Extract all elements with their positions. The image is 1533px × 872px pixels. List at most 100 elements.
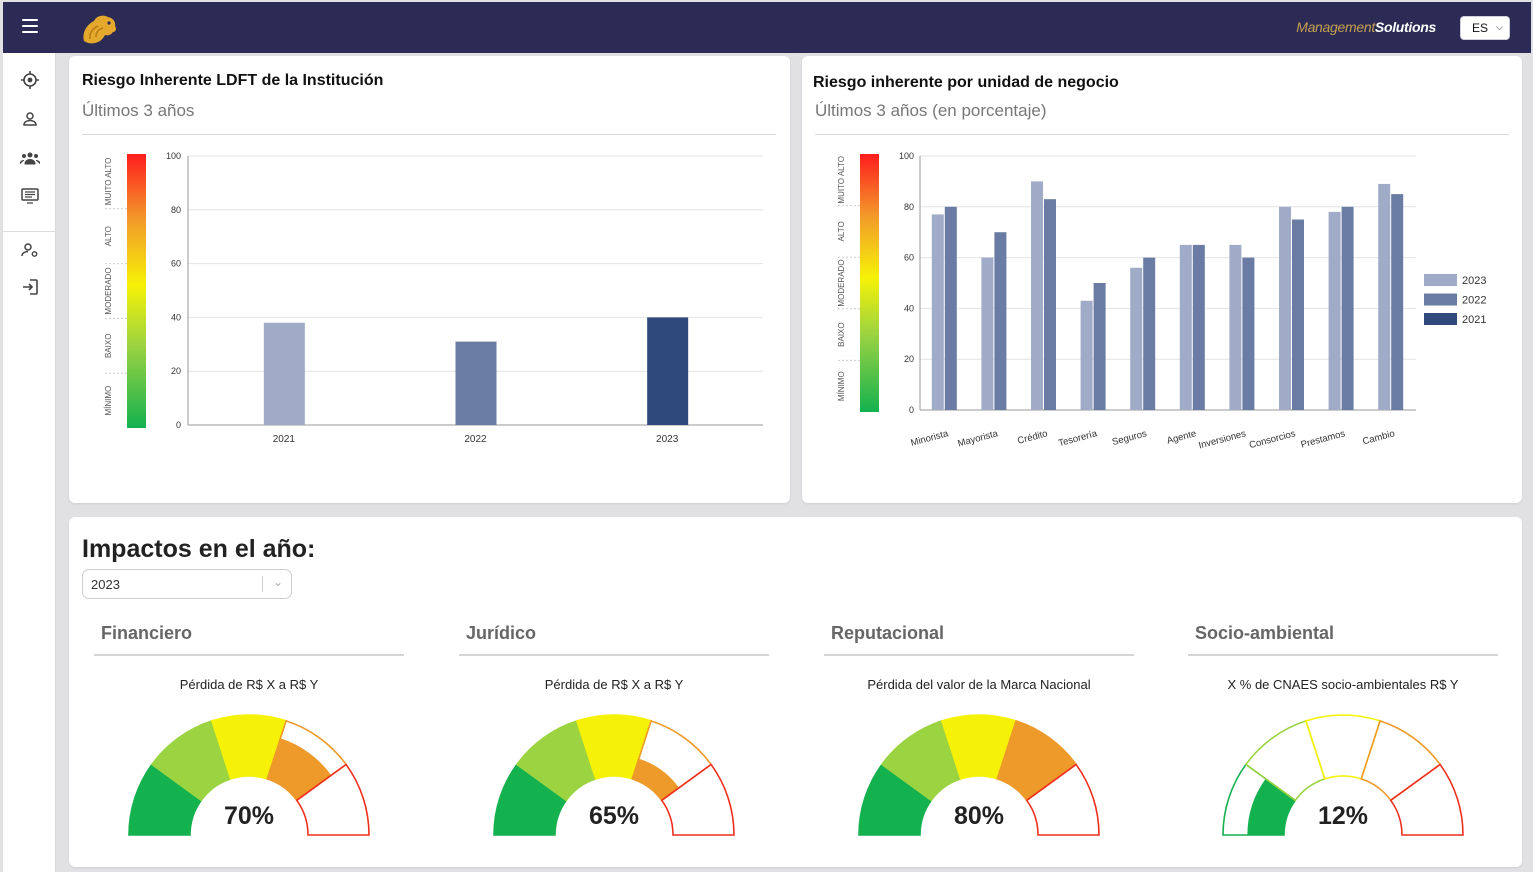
hamburger-menu-icon[interactable] — [22, 19, 38, 33]
gauge-segment-outline — [1244, 719, 1326, 802]
bar-Agente-2023 — [1179, 244, 1192, 410]
impact-description: Pérdida de R$ X a R$ Y — [544, 677, 684, 692]
bar-Consorcios-2023 — [1279, 206, 1291, 410]
gauge-segment-fill — [632, 758, 680, 801]
legend-swatch-2023 — [1424, 274, 1457, 286]
gauge-segment-fill — [1247, 778, 1296, 835]
gauge-segment-fill — [211, 715, 287, 779]
x-tick-label: 2021 — [273, 434, 296, 445]
y-tick-label: 40 — [904, 303, 914, 313]
gauge-segment-outline — [1304, 714, 1382, 780]
gauge-segment-fill — [494, 764, 567, 835]
y-tick-label: 0 — [176, 420, 181, 430]
x-tick-label: Tesorería — [1057, 428, 1099, 449]
bar-2021 — [263, 322, 305, 425]
gauge-segment-fill — [516, 720, 596, 801]
impact-juridico: Jurídico Pérdida de R$ X a R$ Y 65% — [459, 617, 769, 867]
y-tick-label: 80 — [171, 205, 181, 215]
risk-institution-chart: MUITO ALTO ALTO MODERADO BAIXO MÍNIMO 0 20 40 60… — [104, 151, 763, 445]
bar-Prestamos-2022 — [1341, 206, 1354, 410]
gauge-value: 12% — [1317, 802, 1369, 830]
impact-title: Jurídico — [466, 623, 537, 643]
sign-in-icon[interactable] — [19, 276, 41, 298]
impact-reputacional: Reputacional Pérdida del valor de la Mar… — [824, 617, 1134, 867]
gauge-value: 70% — [223, 802, 275, 830]
risk-scale-label: MUITO ALTO — [837, 156, 846, 204]
divider — [82, 134, 776, 135]
risk-scale-label: MÍNIMO — [104, 386, 113, 416]
y-tick-label: 100 — [899, 151, 914, 161]
language-select[interactable]: ES ⌵ — [1460, 16, 1510, 40]
bar-Mayorista-2022 — [994, 232, 1007, 410]
y-tick-label: 40 — [171, 312, 181, 322]
x-tick-label: Prestamos — [1300, 428, 1347, 450]
risk-scale-label: ALTO — [837, 221, 846, 241]
gauge-segment-fill — [576, 715, 652, 779]
chevron-down-icon: ⌄ — [272, 575, 283, 589]
user-settings-icon[interactable] — [19, 239, 41, 261]
chart-card-risk-business-unit: Riesgo inherente por unidad de negocio Ú… — [802, 56, 1522, 503]
y-tick-label: 80 — [904, 202, 914, 212]
x-tick-label: Consorcios — [1248, 428, 1297, 451]
gauge-chart — [128, 714, 370, 836]
chart-subtitle: Últimos 3 años (en porcentaje) — [815, 101, 1047, 120]
legend-swatch-2021 — [1424, 313, 1457, 325]
risk-scale-label: BAIXO — [837, 322, 846, 346]
impact-title: Financiero — [101, 623, 193, 643]
gauge-segment-fill — [881, 720, 961, 801]
bar-Tesorería-2022 — [1093, 283, 1106, 410]
gauge-value: 65% — [588, 802, 640, 830]
impact-title: Socio-ambiental — [1195, 623, 1335, 643]
target-icon[interactable] — [19, 69, 41, 91]
y-tick-label: 100 — [166, 151, 181, 161]
chart-card-risk-institution: Riesgo Inherente LDFT de la Institución … — [69, 56, 790, 503]
bar-2023 — [647, 317, 689, 425]
gauge-segment-fill — [267, 738, 332, 801]
risk-scale-label: MODERADO — [104, 267, 113, 314]
gauge-chart — [1222, 714, 1464, 836]
gauge-chart — [493, 714, 735, 836]
y-tick-label: 60 — [171, 259, 181, 269]
gauge-value: 80% — [953, 802, 1005, 830]
impacts-card: Impactos en el año: 2023 ⌄ Financiero Pé… — [69, 517, 1522, 867]
x-tick-label: 2023 — [656, 434, 679, 445]
chevron-down-icon: ⌵ — [1496, 22, 1503, 32]
x-tick-label: Inversiones — [1197, 428, 1247, 451]
bar-Crédito-2022 — [1044, 199, 1056, 410]
divider — [459, 654, 769, 656]
bar-Seguros-2022 — [1143, 257, 1156, 410]
gauge-chart — [858, 714, 1100, 836]
gauge-segment-fill — [997, 720, 1077, 801]
sidebar-divider — [3, 231, 56, 232]
gauge-segment-fill — [151, 720, 231, 801]
y-tick-label: 20 — [904, 354, 914, 364]
risk-scale-label: MÍNIMO — [837, 371, 846, 401]
bar-Tesorería-2023 — [1080, 300, 1093, 410]
bar-Inversiones-2023 — [1229, 244, 1242, 410]
bar-Crédito-2023 — [1031, 181, 1043, 410]
bar-Cambio-2022 — [1391, 194, 1404, 410]
bar-Prestamos-2023 — [1328, 211, 1341, 410]
chart-title: Riesgo Inherente LDFT de la Institución — [82, 72, 384, 89]
impact-title: Reputacional — [831, 623, 945, 643]
risk-scale-label: BAIXO — [104, 334, 113, 358]
chart-title: Riesgo inherente por unidad de negocio — [813, 74, 1119, 91]
impact-financiero: Financiero Pérdida de R$ X a R$ Y 70% — [94, 617, 404, 867]
user-icon[interactable] — [19, 108, 41, 130]
impact-description: X % de CNAES socio-ambientales R$ Y — [1227, 677, 1459, 692]
chart-subtitle: Últimos 3 años — [82, 101, 195, 120]
legend-label: 2023 — [1462, 275, 1486, 287]
gauge-segment-outline — [1389, 763, 1464, 836]
y-tick-label: 0 — [909, 405, 914, 415]
monitor-icon[interactable] — [19, 185, 41, 207]
bar-2022 — [455, 341, 497, 425]
gauge-segment-outline — [1360, 719, 1442, 802]
bar-Minorista-2023 — [931, 214, 944, 410]
bar-Agente-2022 — [1192, 244, 1205, 410]
year-select[interactable]: 2023 ⌄ — [82, 569, 292, 599]
impacts-title: Impactos en el año: — [82, 535, 316, 563]
x-tick-label: Minorista — [909, 428, 950, 449]
group-icon[interactable] — [19, 147, 41, 169]
bar-Inversiones-2022 — [1242, 257, 1255, 410]
x-tick-label: Crédito — [1016, 428, 1048, 447]
